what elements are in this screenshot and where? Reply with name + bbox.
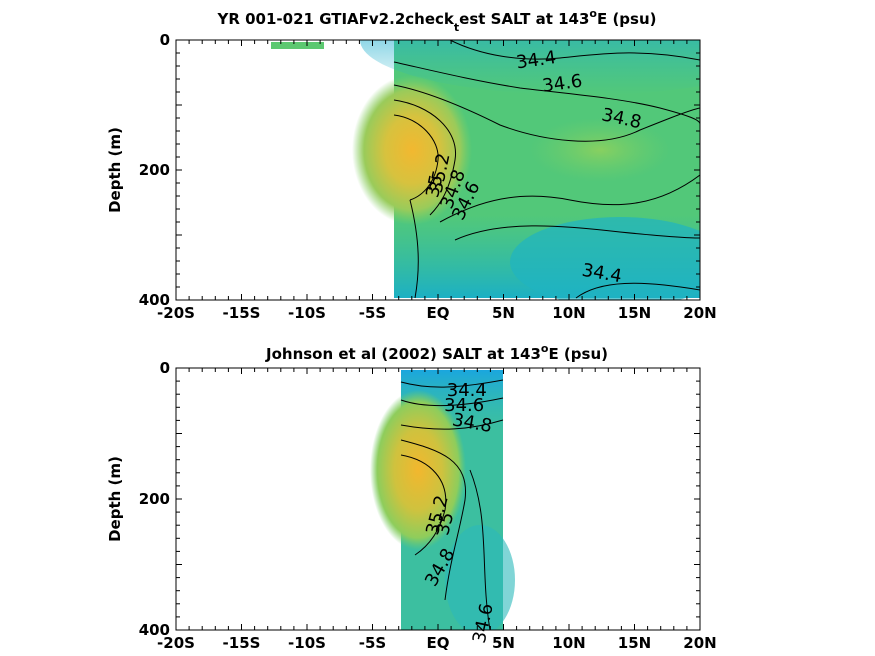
y-tick-label: 200 — [139, 161, 170, 179]
x-tick-label: 15N — [618, 304, 651, 322]
panel-1-ticks: -20S -15S -10S -5S EQ 5N 10N 15N 20N 0 200 400 — [139, 31, 717, 322]
panel-1-title: YR 001-021 GTIAFv2.2checktest SALT at 14… — [216, 7, 656, 34]
y-tick-label: 0 — [160, 359, 170, 377]
x-tick-label: -15S — [223, 304, 261, 322]
x-tick-label: -20S — [157, 304, 195, 322]
contour-lines — [400, 379, 504, 630]
y-tick-label: 0 — [160, 31, 170, 49]
contour-34.4-upper — [449, 40, 700, 61]
x-tick-label: 5N — [492, 634, 515, 652]
contour-label: 34.6 — [444, 395, 484, 416]
panel-2-ticks: -20S -15S -10S -5S EQ 5N 10N 15N 20N 0 200 400 — [139, 359, 717, 652]
x-tick-label: -5S — [359, 304, 386, 322]
panel-1-field — [271, 40, 700, 300]
panel-johnson-salinity: Johnson et al (2002) SALT at 143oE (psu)… — [106, 342, 717, 652]
x-tick-label: -15S — [223, 634, 261, 652]
panel-2-field — [370, 370, 515, 630]
panel-model-salinity: YR 001-021 GTIAFv2.2checktest SALT at 14… — [106, 7, 717, 322]
y-tick-label: 200 — [139, 490, 170, 508]
contour-35-core — [393, 99, 457, 216]
x-tick-label: 20N — [683, 634, 716, 652]
x-tick-label: 10N — [552, 304, 585, 322]
contour-34.8-lower — [439, 174, 700, 223]
contour-34.8-upper — [400, 419, 504, 430]
panel-1-ylabel: Depth (m) — [106, 127, 124, 213]
contour-34.8-upper — [393, 84, 700, 142]
x-tick-label: EQ — [427, 304, 450, 322]
panel-2-title: Johnson et al (2002) SALT at 143oE (psu) — [265, 342, 608, 363]
missing-data-patch — [271, 42, 324, 49]
contour-34.6-lower — [454, 225, 700, 241]
subsurface-salinity-blob — [530, 118, 670, 182]
contour-34.6 — [400, 397, 504, 407]
contour-lines — [393, 40, 700, 299]
deep-fresh-core — [445, 525, 515, 630]
y-tick-label: 400 — [139, 291, 170, 309]
contour-34.4-deep — [575, 282, 700, 299]
contour-34.6-upper — [393, 61, 700, 125]
y-tick-label: 400 — [139, 621, 170, 639]
x-tick-label: 20N — [683, 304, 716, 322]
contour-35.2 — [400, 454, 447, 556]
panel-2-ylabel: Depth (m) — [106, 456, 124, 542]
contour-34.4 — [400, 379, 504, 388]
salinity-maximum-core — [352, 75, 472, 225]
x-tick-label: -5S — [359, 634, 386, 652]
x-tick-label: EQ — [427, 634, 450, 652]
contour-35 — [400, 439, 467, 601]
x-tick-label: -10S — [288, 304, 326, 322]
x-tick-label: -10S — [288, 634, 326, 652]
x-tick-label: 15N — [618, 634, 651, 652]
x-tick-label: 5N — [492, 304, 515, 322]
contour-35-vertical — [409, 199, 419, 299]
x-tick-label: -20S — [157, 634, 195, 652]
salinity-maximum-core — [370, 390, 466, 550]
contour-label: 35 — [422, 173, 447, 200]
contour-35.2-core — [393, 114, 439, 201]
contour-label: 34.4 — [447, 380, 487, 401]
x-tick-label: 10N — [552, 634, 585, 652]
contour-34.8-lower — [469, 469, 491, 630]
deep-fresh-core — [510, 217, 700, 300]
